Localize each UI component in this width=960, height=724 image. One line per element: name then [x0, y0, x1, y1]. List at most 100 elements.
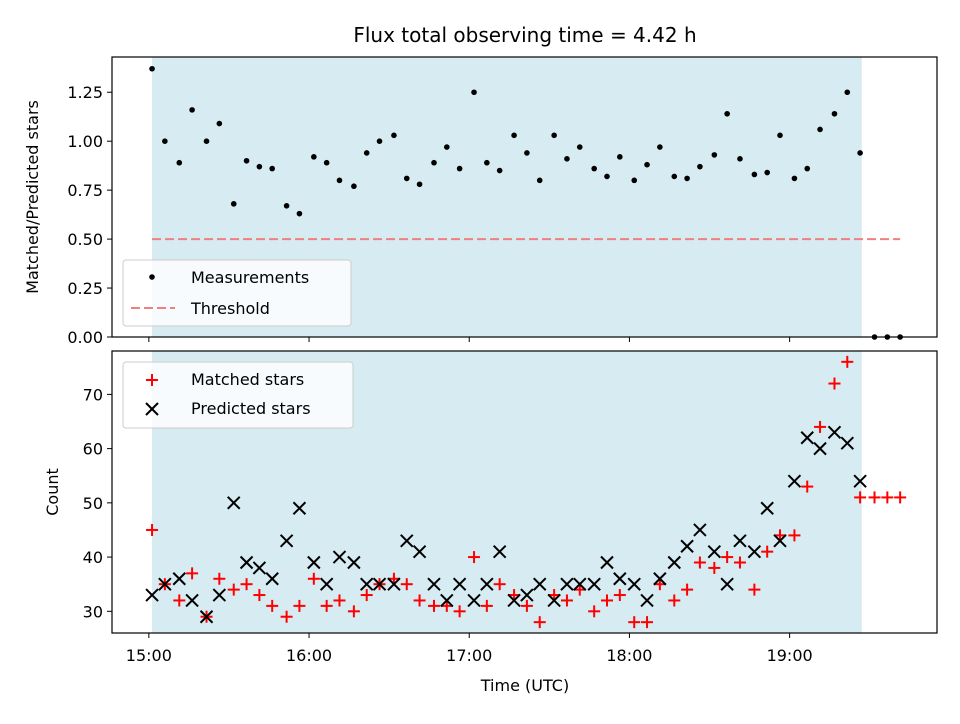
predicted-star-point — [747, 544, 762, 559]
matched-star-point — [628, 616, 641, 629]
predicted-star-point — [252, 561, 267, 575]
predicted-star-point — [412, 544, 427, 559]
matched-star-point — [427, 599, 440, 612]
predicted-star-point — [533, 577, 547, 591]
top-y-tick-label: 0.50 — [67, 230, 103, 249]
bottom-y-tick-label: 60 — [83, 440, 103, 459]
top-y-ticks: 0.00 0.25 0.50 0.75 1.00 1.25 — [67, 83, 112, 347]
predicted-star-point — [653, 572, 667, 586]
predicted-star-point — [347, 555, 361, 570]
measurement-point — [283, 203, 290, 209]
chart-title: Flux total observing time = 4.42 h — [353, 23, 696, 47]
bottom-x-tick-label: 18:00 — [606, 646, 652, 665]
predicted-star-point — [573, 577, 587, 591]
matched-star-point — [387, 572, 400, 585]
matched-star-point — [347, 605, 360, 618]
predicted-star-point — [667, 555, 681, 570]
bottom-legend-box — [122, 361, 354, 429]
measurement-point — [724, 110, 730, 117]
matched-star-point — [493, 578, 506, 591]
matched-star-point — [708, 561, 721, 574]
measurement-point — [176, 159, 183, 166]
predicted-star-point — [707, 544, 722, 559]
predicted-star-point — [840, 436, 854, 450]
predicted-star-point — [199, 610, 214, 624]
measurement-point — [444, 144, 450, 150]
matched-star-point — [761, 545, 774, 558]
top-y-tick-label: 1.25 — [67, 83, 103, 102]
matched-star-point — [453, 605, 466, 618]
measurement-point — [697, 163, 703, 170]
matched-star-point — [173, 594, 186, 607]
predicted-star-point — [212, 588, 227, 602]
matched-star-point — [533, 616, 546, 629]
matched-star-point — [788, 529, 801, 542]
measurement-point — [376, 138, 383, 144]
measurement-point — [391, 132, 397, 139]
bottom-x-tick-label: 16:00 — [286, 646, 332, 665]
predicted-star-point — [787, 474, 802, 488]
matched-star-point — [828, 377, 841, 390]
predicted-star-point — [452, 577, 467, 591]
matched-star-point — [601, 594, 613, 607]
matched-star-point — [280, 610, 293, 623]
top-y-tick-label: 1.00 — [67, 132, 103, 151]
measurement-point — [416, 181, 423, 188]
predicted-star-point — [265, 572, 279, 586]
measurement-point — [644, 161, 650, 168]
matched-star-point — [560, 594, 573, 607]
measurement-point — [631, 177, 638, 184]
measurement-point — [456, 165, 463, 172]
predicted-star-point — [627, 577, 641, 591]
top-plot-frame — [111, 56, 938, 338]
predicted-star-point — [467, 593, 481, 608]
matched-star-point — [588, 605, 601, 618]
matched-star-point — [333, 594, 346, 607]
predicted-star-point — [720, 577, 734, 591]
bottom-y-ticks: 30 40 50 60 70 — [83, 385, 112, 621]
predicted-star-point — [813, 441, 827, 456]
matched-star-point — [854, 491, 867, 504]
predicted-star-point — [800, 431, 814, 445]
matched-star-point — [868, 491, 881, 504]
matched-star-point — [548, 589, 561, 602]
predicted-star-point — [427, 577, 441, 591]
measurement-point — [511, 132, 517, 139]
predicted-star-point — [693, 523, 707, 537]
predicted-star-point — [387, 577, 401, 591]
bottom-legend: Matched stars Predicted stars — [122, 361, 354, 429]
matched-star-point — [573, 583, 586, 596]
measurement-point — [189, 107, 195, 113]
top-panel: 0.00 0.25 0.50 0.75 1.00 1.25 Matched/Predict… — [23, 56, 938, 347]
matched-star-point — [186, 567, 199, 580]
bottom-x-tick-label: 17:00 — [446, 646, 492, 665]
top-x-ticks — [148, 337, 791, 342]
matched-star-point — [721, 551, 734, 564]
predicted-star-point — [492, 544, 507, 559]
legend-matched-label: Matched stars — [191, 370, 304, 389]
bottom-x-axis-label: Time (UTC) — [480, 676, 569, 695]
matched-star-point — [213, 572, 226, 585]
legend-predicted-label: Predicted stars — [191, 399, 311, 418]
measurement-point — [764, 169, 770, 176]
predicted-star-point — [307, 555, 321, 570]
measurement-point — [311, 154, 317, 160]
predicted-star-point — [640, 593, 654, 608]
measurement-point — [431, 159, 437, 166]
predicted-star-point — [587, 577, 601, 591]
bottom-x-tick-label: 15:00 — [126, 646, 172, 665]
predicted-star-point — [239, 555, 254, 570]
matched-star-point — [814, 420, 827, 433]
bottom-x-ticks: 15:00 16:00 17:00 18:00 19:00 — [126, 633, 813, 665]
matched-star-point — [681, 583, 694, 596]
measurement-point — [657, 144, 663, 150]
predicted-star-point — [372, 577, 387, 591]
top-y-tick-label: 0.25 — [67, 279, 103, 298]
matched-star-point — [894, 491, 907, 504]
bottom-x-tick-label: 19:00 — [767, 646, 813, 665]
measurement-point — [403, 175, 410, 182]
measurement-point — [203, 138, 210, 144]
predicted-star-point — [480, 577, 494, 591]
predicted-star-point — [773, 534, 787, 548]
measurement-point — [162, 138, 168, 144]
